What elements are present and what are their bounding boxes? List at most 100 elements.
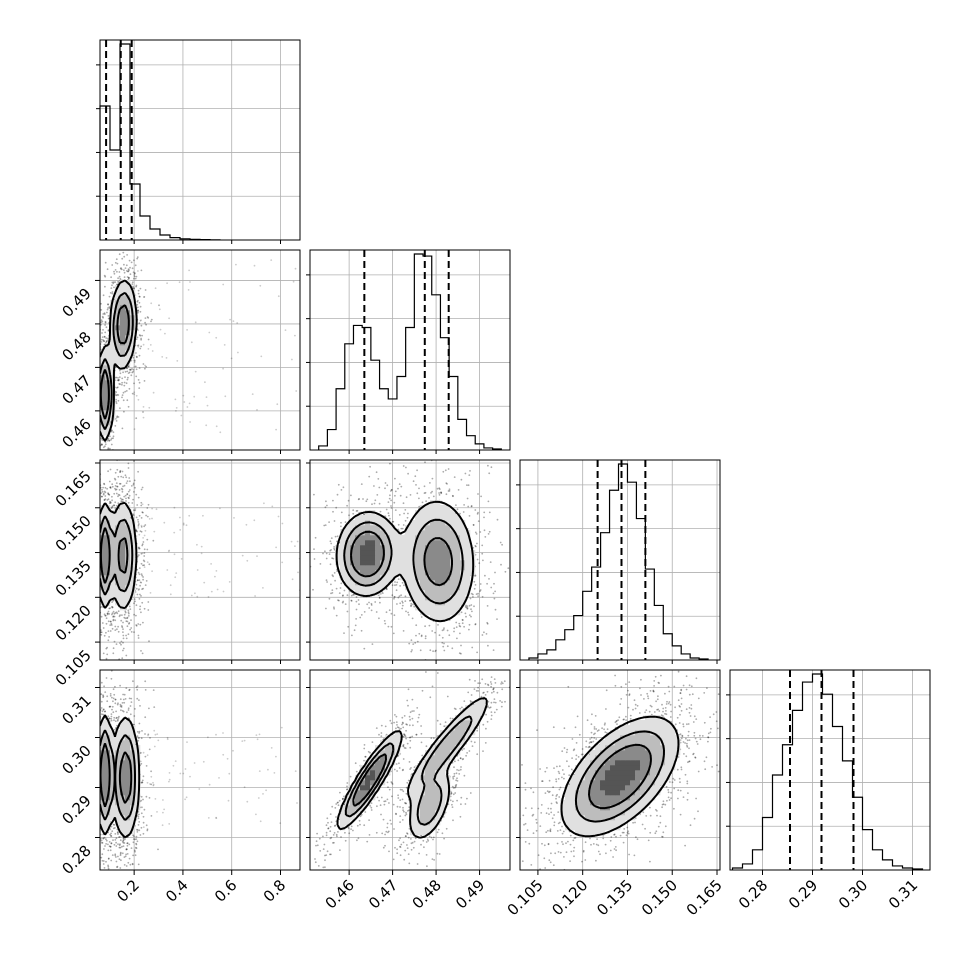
scatter-point (132, 482, 135, 485)
scatter-point (346, 504, 348, 507)
scatter-point (393, 614, 396, 617)
scatter-point (382, 455, 384, 457)
scatter-point (134, 264, 137, 267)
scatter-point (122, 631, 124, 633)
scatter-point (313, 548, 315, 550)
scatter-point (101, 443, 103, 446)
scatter-point (117, 625, 119, 628)
scatter-point (135, 530, 138, 533)
scatter-point (135, 529, 138, 532)
density-cell (120, 595, 126, 601)
scatter-point (351, 634, 353, 637)
scatter-point (456, 637, 458, 640)
scatter-point (120, 643, 122, 646)
scatter-point (98, 406, 100, 408)
scatter-point (96, 373, 98, 375)
scatter-point (410, 605, 412, 608)
panel-frame (99, 39, 301, 241)
scatter-point (374, 499, 377, 502)
scatter-point (113, 504, 116, 507)
scatter-point (97, 384, 99, 386)
scatter-point (135, 493, 138, 496)
scatter-point (415, 624, 418, 627)
scatter-point (438, 488, 441, 490)
scatter-point (125, 637, 128, 640)
scatter-point (139, 623, 142, 626)
scatter-point (474, 623, 477, 626)
scatter-point (94, 527, 96, 529)
scatter-point (384, 622, 387, 625)
scatter-point (94, 511, 96, 513)
scatter-point (115, 391, 117, 394)
hist-bar (538, 654, 547, 660)
scatter-point (190, 341, 193, 344)
scatter-point (108, 502, 111, 505)
scatter-point (137, 379, 140, 381)
scatter-point (97, 537, 99, 539)
scatter-point (142, 343, 145, 346)
scatter-point (100, 319, 103, 322)
scatter-point (121, 257, 124, 260)
scatter-point (117, 495, 119, 498)
density-cell (125, 590, 131, 596)
scatter-point (140, 501, 143, 504)
scatter-point (91, 392, 93, 394)
scatter-point (392, 520, 395, 523)
scatter-point (102, 455, 104, 457)
scatter-point (105, 631, 107, 634)
scatter-point (383, 620, 386, 622)
scatter-point (482, 559, 484, 562)
density-cell (110, 395, 116, 401)
scatter-point (93, 404, 95, 406)
scatter-point (114, 487, 116, 490)
scatter-point (353, 629, 356, 632)
density-cell (110, 550, 116, 556)
scatter-point (418, 497, 420, 500)
scatter-point (397, 487, 399, 490)
scatter-point (114, 418, 117, 420)
scatter-point (325, 607, 327, 610)
scatter-point (399, 494, 402, 497)
scatter-point (387, 625, 390, 628)
scatter-point (104, 285, 106, 288)
scatter-point (136, 300, 139, 303)
density-cell (100, 385, 106, 391)
scatter-point (135, 352, 137, 354)
scatter-point (107, 620, 110, 623)
scatter-point (428, 624, 431, 627)
scatter-point (115, 488, 118, 491)
scatter-point (375, 611, 378, 613)
scatter-point (94, 331, 96, 333)
scatter-point (401, 607, 404, 610)
density-cell (115, 565, 121, 571)
scatter-point (253, 264, 256, 267)
scatter-point (399, 602, 402, 605)
scatter-point (460, 478, 463, 481)
scatter-point (441, 641, 444, 644)
scatter-point (281, 522, 284, 525)
scatter-point (107, 330, 110, 332)
scatter-point (113, 270, 115, 273)
scatter-point (414, 642, 417, 644)
scatter-point (137, 546, 140, 549)
scatter-point (145, 323, 148, 326)
density-cell (125, 580, 131, 586)
scatter-point (312, 588, 314, 591)
scatter-point (140, 581, 143, 584)
scatter-point (490, 586, 493, 589)
scatter-point (138, 295, 141, 298)
scatter-point (104, 452, 106, 454)
scatter-point (100, 492, 103, 494)
scatter-point (107, 492, 109, 494)
scatter-point (111, 601, 113, 603)
scatter-point (143, 564, 146, 567)
scatter-point (328, 597, 331, 600)
scatter-point (112, 610, 115, 613)
scatter-point (97, 408, 99, 410)
scatter-point (124, 241, 126, 243)
scatter-point (96, 497, 98, 499)
scatter-point (390, 488, 393, 491)
scatter-point (139, 581, 142, 583)
scatter-point (369, 465, 371, 468)
scatter-point (378, 486, 381, 489)
